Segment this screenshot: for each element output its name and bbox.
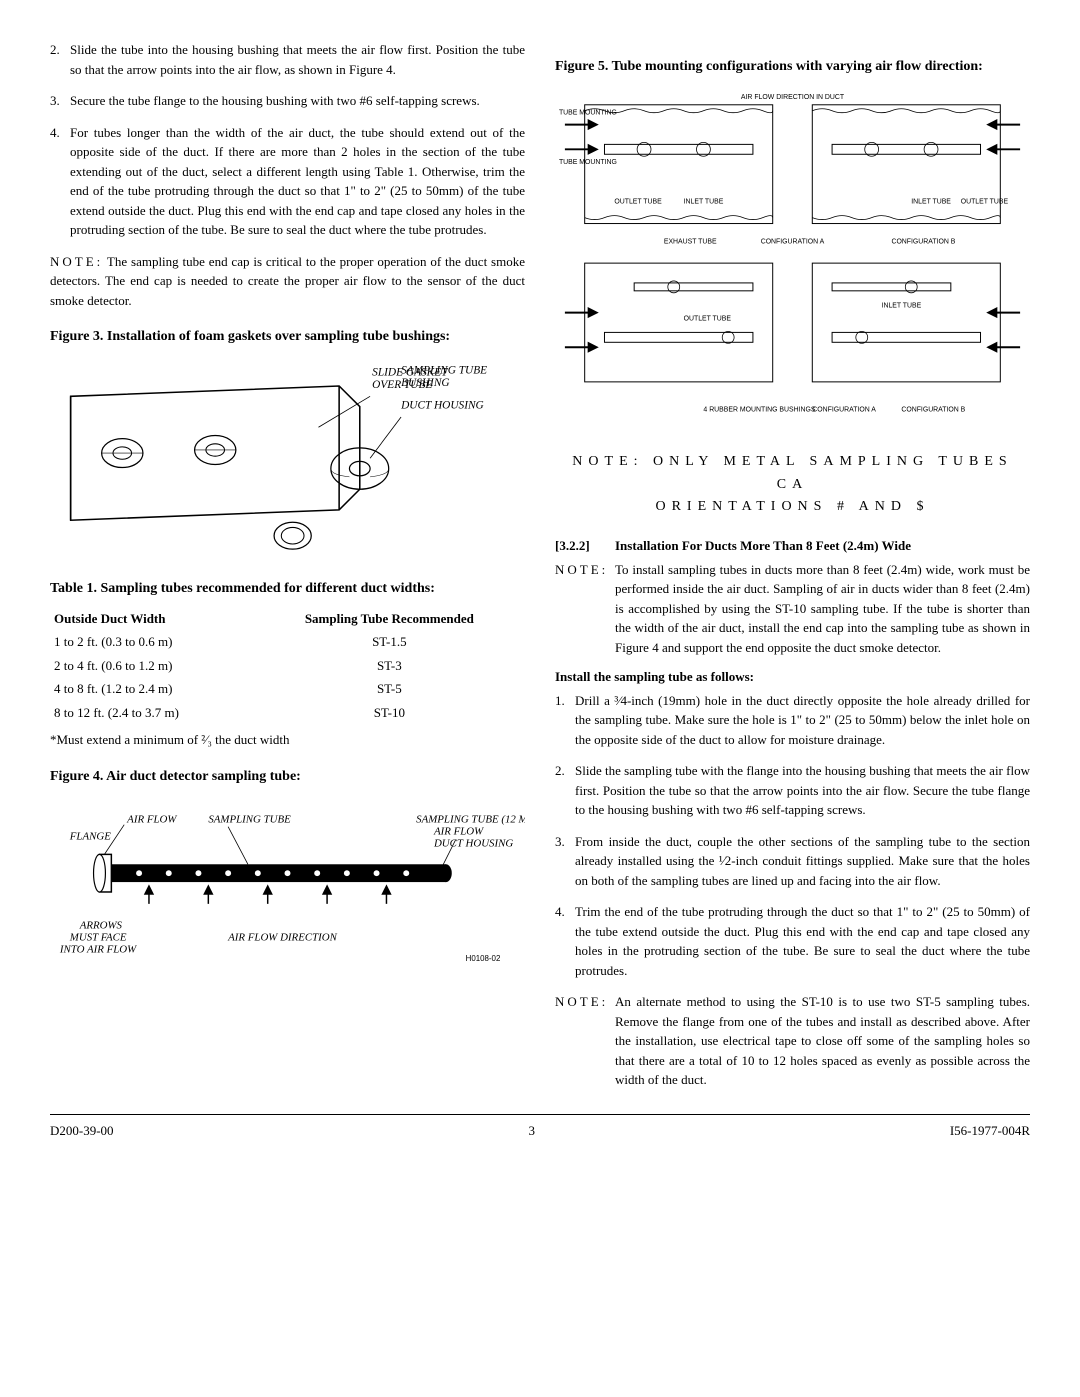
- table-row: 4 to 8 ft. (1.2 to 2.4 m)ST-5: [50, 677, 525, 701]
- page-content: 2. Slide the tube into the housing bushi…: [50, 40, 1030, 1090]
- step-number: 4.: [50, 123, 70, 240]
- page-footer: D200-39-00 3 I56-1977-004R: [50, 1114, 1030, 1141]
- steps-list-b: 1. Drill a ³⁄4-inch (19mm) hole in the d…: [555, 691, 1030, 981]
- step-number: 2.: [555, 761, 575, 820]
- note-block-1: NOTE: The sampling tube end cap is criti…: [50, 252, 525, 311]
- step-text: Secure the tube flange to the housing bu…: [70, 91, 525, 111]
- section-heading: [3.2.2] Installation For Ducts More Than…: [555, 536, 1030, 556]
- figure-3-illustration: SLIDE GASKET OVER TUBE SAMPLING TUBE BUS…: [50, 355, 525, 562]
- step-text: For tubes longer than the width of the a…: [70, 123, 525, 240]
- step-text: Slide the sampling tube with the flange …: [575, 761, 1030, 820]
- step-text: Trim the end of the tube protruding thro…: [575, 902, 1030, 980]
- fig5-label: TUBE MOUNTING: [559, 110, 617, 117]
- fig5-label: CONFIGURATION B: [901, 407, 965, 414]
- table-header: Outside Duct Width: [50, 607, 254, 631]
- steps-list-a: 2. Slide the tube into the housing bushi…: [50, 40, 525, 240]
- step-text: From inside the duct, couple the other s…: [575, 832, 1030, 891]
- fig4-label: SAMPLING TUBE (12 MAX): [416, 813, 525, 825]
- svg-text:OUTLET TUBE: OUTLET TUBE: [684, 316, 732, 323]
- orientation-note: NOTE: ONLY METAL SAMPLING TUBES CA ORIEN…: [555, 451, 1030, 518]
- fig5-label: INLET TUBE: [911, 199, 951, 206]
- fig5-label: 4 RUBBER MOUNTING BUSHINGS: [703, 407, 815, 414]
- footer-left: D200-39-00: [50, 1121, 114, 1141]
- footer-right: I56-1977-004R: [950, 1121, 1030, 1141]
- table-row: 1 to 2 ft. (0.3 to 0.6 m)ST-1.5: [50, 630, 525, 654]
- figure-4-illustration: FLANGE AIR FLOW SAMPLING TUBE SAMPLING T…: [50, 795, 525, 973]
- fig4-label: INTO AIR FLOW: [59, 943, 137, 955]
- note-text: To install sampling tubes in ducts more …: [615, 560, 1030, 658]
- table-footnote: *Must extend a minimum of ²⁄₃ the duct w…: [50, 730, 525, 750]
- left-column: 2. Slide the tube into the housing bushi…: [50, 40, 525, 1090]
- step-number: 3.: [50, 91, 70, 111]
- note-block-2: NOTE: To install sampling tubes in ducts…: [555, 560, 1030, 658]
- step-number: 4.: [555, 902, 575, 980]
- step-item: 2. Slide the tube into the housing bushi…: [50, 40, 525, 79]
- fig4-label: ARROWS: [79, 919, 123, 931]
- fig5-label: CONFIGURATION A: [812, 407, 876, 414]
- fig5-label: AIR FLOW DIRECTION IN DUCT: [741, 94, 845, 101]
- note-text: An alternate method to using the ST-10 i…: [615, 992, 1030, 1090]
- note-block-3: NOTE: An alternate method to using the S…: [555, 992, 1030, 1090]
- install-subhead: Install the sampling tube as follows:: [555, 667, 1030, 687]
- svg-text:INLET TUBE: INLET TUBE: [882, 303, 922, 310]
- fig5-label: TUBE MOUNTING: [559, 159, 617, 166]
- note-label: NOTE:: [555, 992, 615, 1090]
- section-title: Installation For Ducts More Than 8 Feet …: [615, 536, 1030, 556]
- figure-5-title: Figure 5. Tube mounting configurations w…: [555, 56, 1030, 77]
- fig5-label: CONFIGURATION B: [891, 238, 955, 245]
- fig3-label: DUCT HOUSING: [400, 400, 484, 412]
- note-line-1: NOTE: ONLY METAL SAMPLING TUBES CA: [555, 451, 1030, 496]
- fig4-ref: H0108-02: [466, 954, 501, 963]
- figure-4-title: Figure 4. Air duct detector sampling tub…: [50, 766, 525, 787]
- step-number: 2.: [50, 40, 70, 79]
- step-item: 4. For tubes longer than the width of th…: [50, 123, 525, 240]
- fig5-label: OUTLET TUBE: [614, 199, 662, 206]
- footer-center: 3: [528, 1121, 535, 1141]
- table-header-row: Outside Duct Width Sampling Tube Recomme…: [50, 607, 525, 631]
- figure-3-title: Figure 3. Installation of foam gaskets o…: [50, 326, 525, 347]
- fig4-label: AIR FLOW: [126, 813, 177, 825]
- step-item: 3. From inside the duct, couple the othe…: [555, 832, 1030, 891]
- right-column: Figure 5. Tube mounting configurations w…: [555, 40, 1030, 1090]
- step-item: 4. Trim the end of the tube protruding t…: [555, 902, 1030, 980]
- fig3-label: BUSHING: [401, 377, 450, 389]
- step-item: 3. Secure the tube flange to the housing…: [50, 91, 525, 111]
- fig3-label: SAMPLING TUBE: [401, 365, 487, 377]
- step-item: 2. Slide the sampling tube with the flan…: [555, 761, 1030, 820]
- table-row: 8 to 12 ft. (2.4 to 3.7 m)ST-10: [50, 701, 525, 725]
- fig4-label: MUST FACE: [69, 931, 127, 943]
- fig5-label: EXHAUST TUBE: [664, 238, 717, 245]
- figure-5-illustration: AIR FLOW DIRECTION IN DUCT TUBE MOUNTING…: [555, 85, 1030, 441]
- fig5-label: CONFIGURATION A: [761, 238, 825, 245]
- step-number: 3.: [555, 832, 575, 891]
- note-label: NOTE:: [50, 254, 103, 269]
- fig5-label: INLET TUBE: [684, 199, 724, 206]
- note-line-2: ORIENTATIONS # AND $: [555, 496, 1030, 518]
- section-number: [3.2.2]: [555, 536, 615, 556]
- fig4-label: DUCT HOUSING: [433, 837, 513, 849]
- note-label: NOTE:: [555, 560, 615, 658]
- fig4-label: SAMPLING TUBE: [208, 813, 291, 825]
- sampling-tube-table: Outside Duct Width Sampling Tube Recomme…: [50, 607, 525, 725]
- fig4-label: FLANGE: [69, 830, 111, 842]
- table-row: 2 to 4 ft. (0.6 to 1.2 m)ST-3: [50, 654, 525, 678]
- fig4-label: AIR FLOW: [433, 825, 484, 837]
- step-text: Drill a ³⁄4-inch (19mm) hole in the duct…: [575, 691, 1030, 750]
- step-text: Slide the tube into the housing bushing …: [70, 40, 525, 79]
- table-header: Sampling Tube Recommended: [254, 607, 525, 631]
- fig5-label: OUTLET TUBE: [961, 199, 1009, 206]
- note-text: The sampling tube end cap is critical to…: [50, 254, 525, 308]
- table-1-title: Table 1. Sampling tubes recommended for …: [50, 578, 525, 599]
- fig4-label: AIR FLOW DIRECTION: [227, 931, 337, 943]
- step-item: 1. Drill a ³⁄4-inch (19mm) hole in the d…: [555, 691, 1030, 750]
- step-number: 1.: [555, 691, 575, 750]
